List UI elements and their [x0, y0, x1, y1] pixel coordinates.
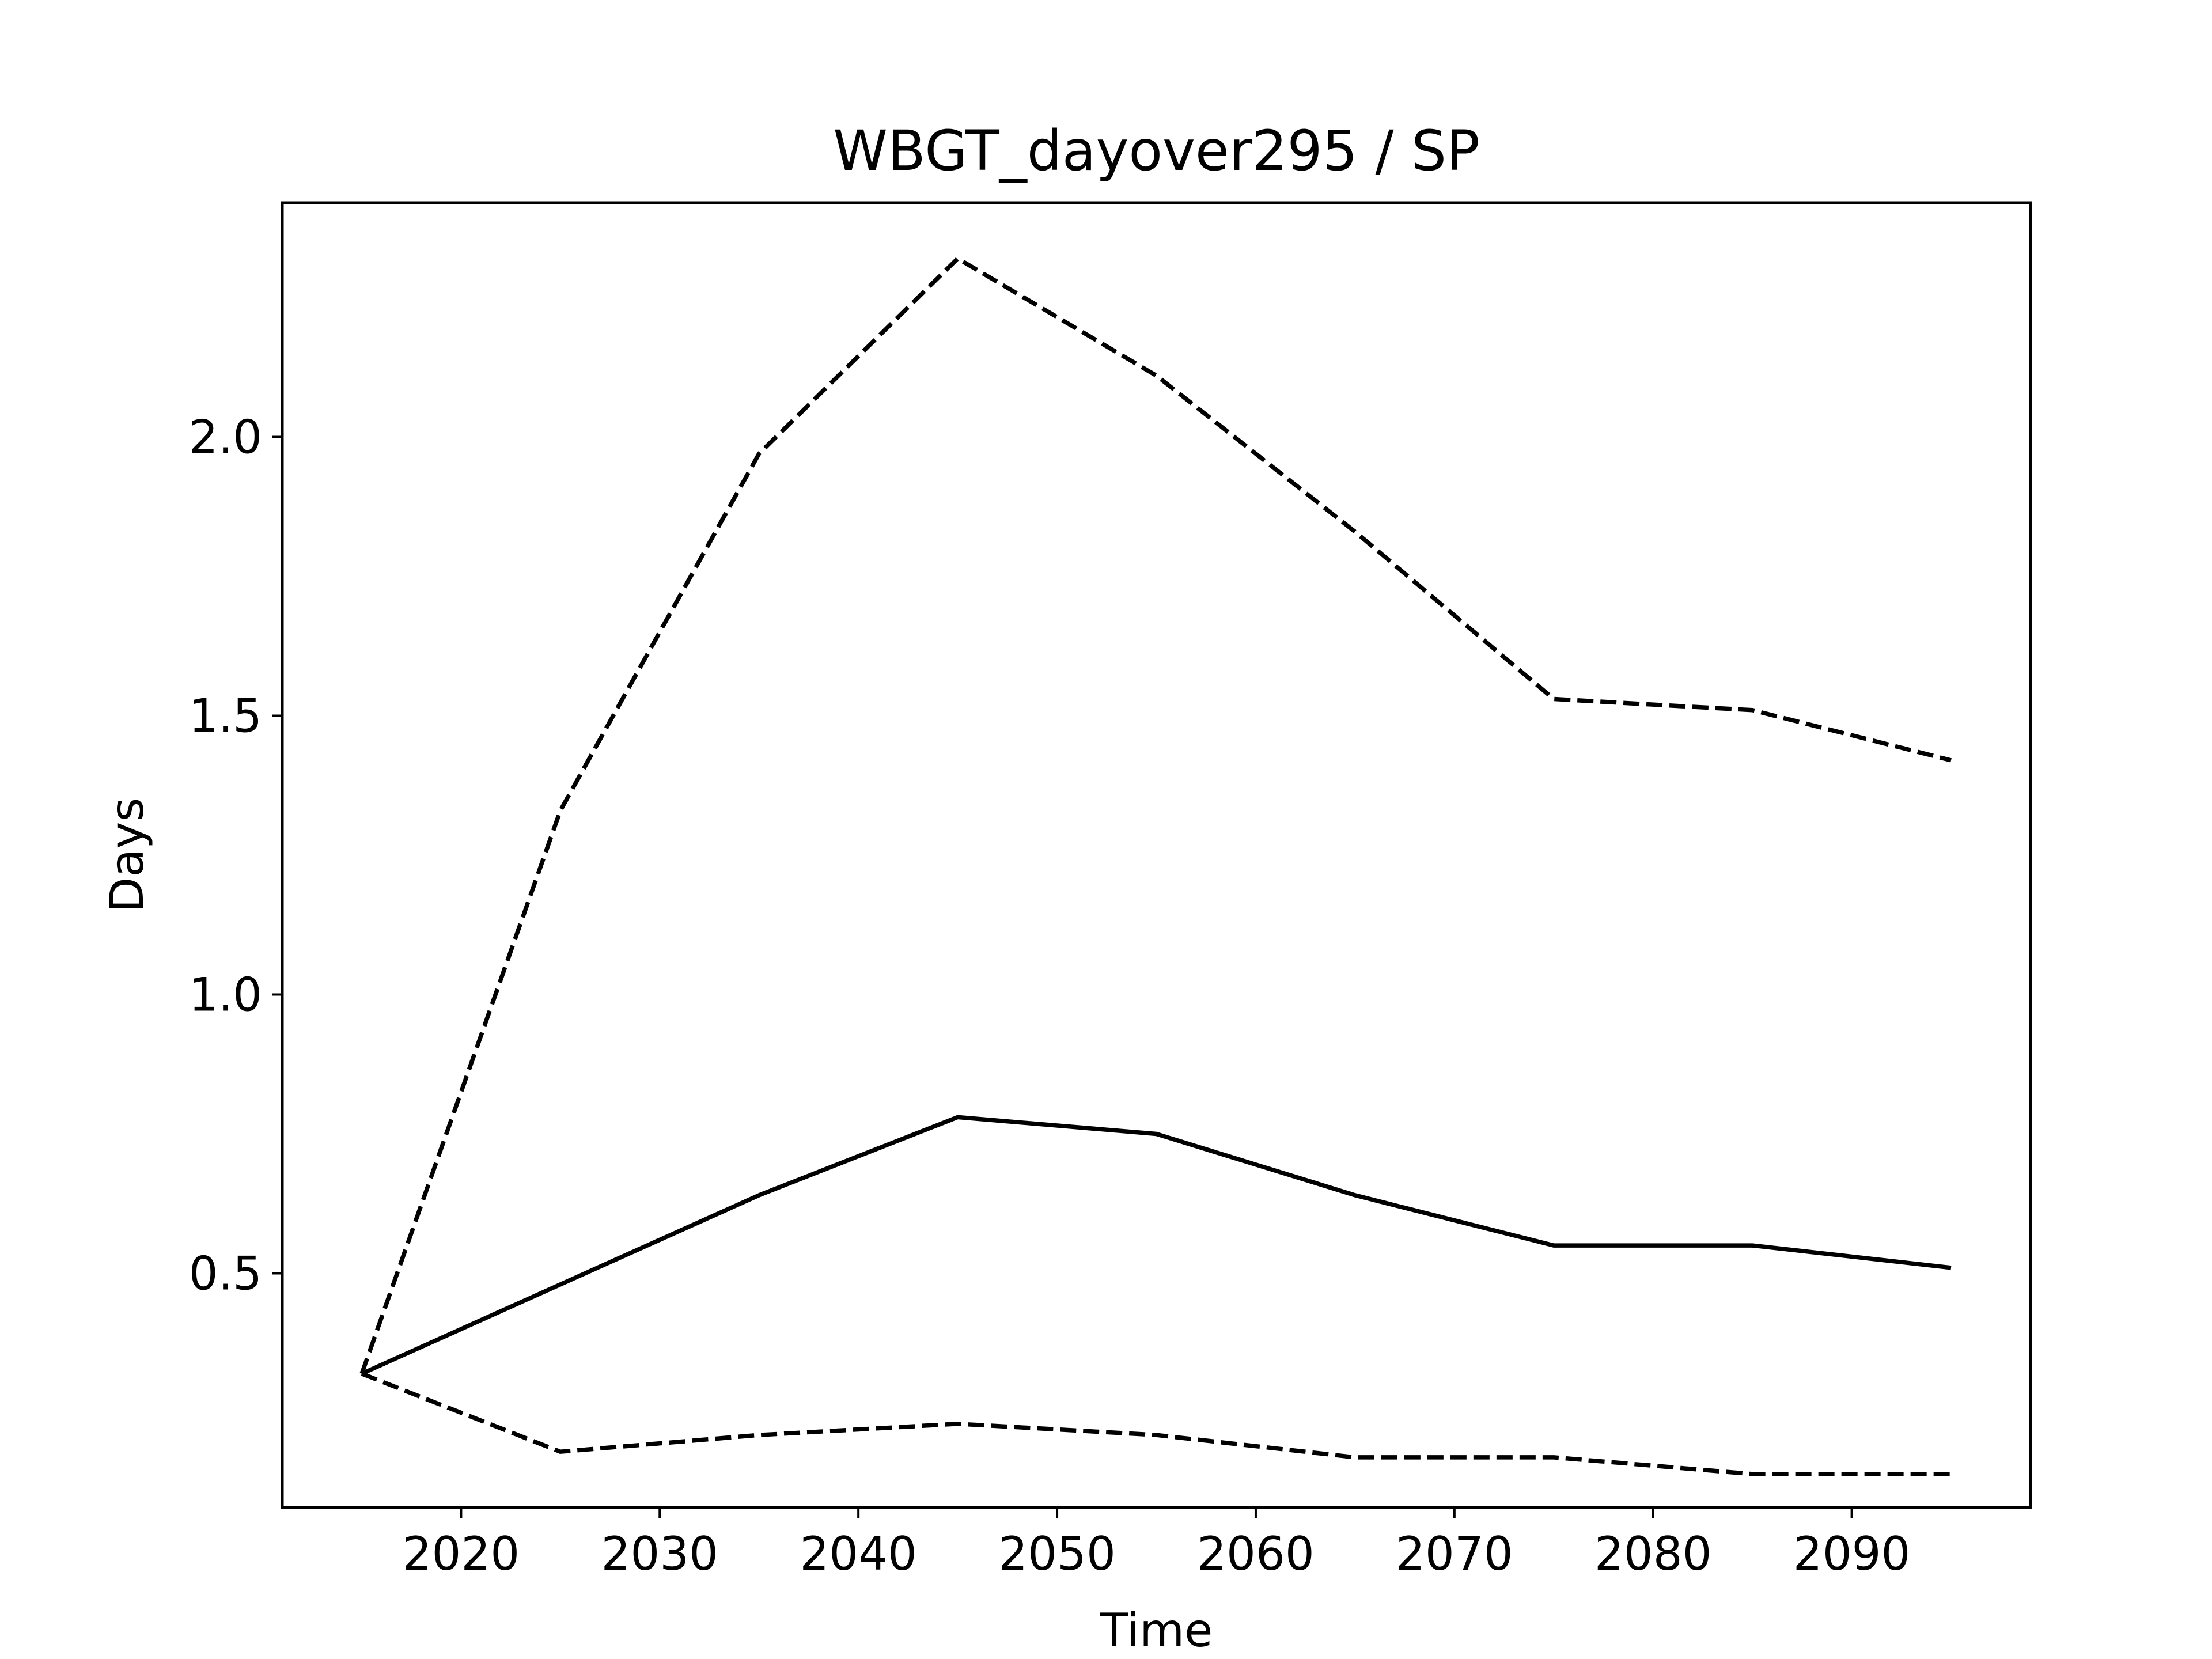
mean-line	[361, 1115, 1952, 1376]
plot-frame	[281, 201, 2032, 1509]
y-tick-label: 1.5	[189, 690, 262, 743]
x-axis-label: Time	[1100, 1604, 1213, 1657]
x-tick-label: 2030	[601, 1527, 718, 1581]
plot-area	[359, 256, 1952, 1476]
x-tick-label: 2090	[1793, 1527, 1911, 1581]
x-axis: 2020 2030 2040 2050 2060 2070 2080 2090	[403, 1508, 1911, 1581]
y-tick-label: 1.0	[189, 968, 262, 1021]
y-axis: 0.5 1.0 1.5 2.0	[189, 411, 282, 1300]
x-tick-label: 2060	[1197, 1527, 1315, 1581]
x-tick-label: 2040	[800, 1527, 917, 1581]
y-tick-label: 0.5	[189, 1247, 262, 1300]
y-axis-label: Days	[100, 798, 154, 913]
x-tick-label: 2070	[1396, 1527, 1513, 1581]
x-tick-label: 2020	[403, 1527, 520, 1581]
upper-bound-line	[359, 256, 1952, 1374]
y-tick-label: 2.0	[189, 411, 262, 464]
lower-bound-line	[361, 1372, 1951, 1476]
x-tick-label: 2050	[998, 1527, 1116, 1581]
x-tick-label: 2080	[1594, 1527, 1712, 1581]
chart-title: WBGT_dayover295 / SP	[833, 119, 1480, 183]
